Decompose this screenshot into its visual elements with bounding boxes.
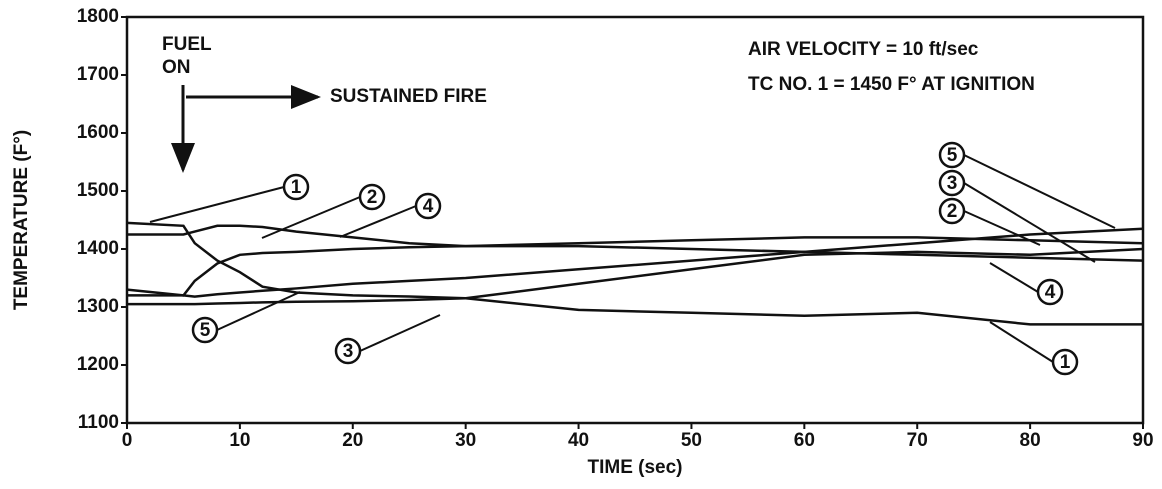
series-label-circle [191,316,219,344]
x-tick-label: 0 [122,430,133,451]
annotation: SUSTAINED FIRE [330,86,487,107]
series-label: 2 [947,201,958,222]
leader-line [216,291,301,331]
y-tick-label: 1800 [77,6,119,27]
series-line [126,236,1144,297]
series-label-circle [1051,348,1079,376]
series-label-circle [938,169,966,197]
leader-line [359,314,441,352]
x-tick-label: 60 [794,430,815,451]
series-label: 1 [1060,352,1071,373]
x-tick-label: 30 [455,430,476,451]
series-line [126,221,1143,326]
annotation: FUEL [162,34,212,55]
y-tick-label: 1600 [77,122,119,143]
series-label: 5 [947,145,958,166]
plot-frame [125,15,1145,425]
series-line [127,227,1144,298]
series-label: 4 [423,196,434,217]
annotation: AIR VELOCITY = 10 ft/sec [748,39,979,60]
series-label: 3 [947,173,958,194]
series-label-circle [334,337,362,365]
x-tick-label: 20 [342,430,363,451]
x-tick-label: 10 [229,430,250,451]
leader-line [261,196,361,239]
leader-line [149,186,285,223]
series-label-circle [1036,278,1064,306]
leader-line [963,154,1116,229]
series-label-circle [358,183,386,211]
leader-line [989,262,1039,293]
y-tick-label: 1300 [77,296,119,317]
series-label: 4 [1045,282,1056,303]
annotation: TC NO. 1 = 1450 F° AT IGNITION [748,74,1035,95]
series-label-circle [282,173,310,201]
y-tick-label: 1100 [78,412,119,433]
series-label-circle [938,197,966,225]
annotation: ON [162,57,191,78]
y-tick-label: 1500 [77,180,119,201]
y-tick-label: 1700 [77,64,119,85]
x-tick-label: 70 [907,430,928,451]
y-tick-label: 1400 [77,238,119,259]
x-axis-label: TIME (sec) [587,457,682,478]
series-label: 2 [367,187,378,208]
leader-line [989,321,1054,363]
x-tick-label: 90 [1132,430,1153,451]
x-tick-label: 40 [568,430,589,451]
series-label: 1 [291,177,302,198]
series-label: 3 [343,341,354,362]
series-line [127,224,1144,262]
leader-line [963,210,1041,246]
x-tick-label: 50 [681,430,702,451]
series-label-circle [938,141,966,169]
y-axis-label: TEMPERATURE (F°) [11,130,32,310]
x-tick-label: 80 [1020,430,1041,451]
leader-line [339,205,417,238]
series-label: 5 [200,320,211,341]
leader-line [963,182,1096,263]
series-label-circle [414,192,442,220]
y-tick-label: 1200 [77,354,119,375]
